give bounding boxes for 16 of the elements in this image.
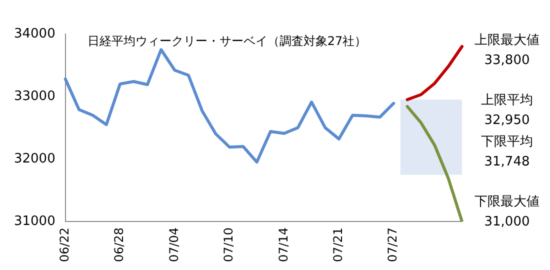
y-tick-label: 31000 (14, 214, 56, 229)
y-tick-label: 33000 (14, 88, 56, 104)
x-tick-label: 07/04 (166, 227, 181, 262)
x-tick-label: 06/28 (112, 227, 126, 262)
text: 上限平均 32,950 (481, 93, 533, 128)
text: 下限平均 31,748 (481, 134, 533, 170)
text: 下限最大値 31,000 (474, 194, 540, 230)
y-tick-label: 34000 (14, 26, 56, 42)
x-tick-label: 06/22 (57, 227, 72, 262)
x-tick-label: 07/21 (331, 227, 346, 262)
x-tick-label: 07/14 (276, 227, 290, 262)
y-tick-label: 32000 (14, 151, 56, 166)
chart-title: 日経平均ウィークリー・サーベイ（調査対象27社） (87, 34, 367, 48)
x-tick-label: 07/27 (386, 227, 400, 262)
x-tick-label: 07/10 (222, 227, 236, 262)
text: 上限最大値 33,800 (474, 33, 540, 68)
